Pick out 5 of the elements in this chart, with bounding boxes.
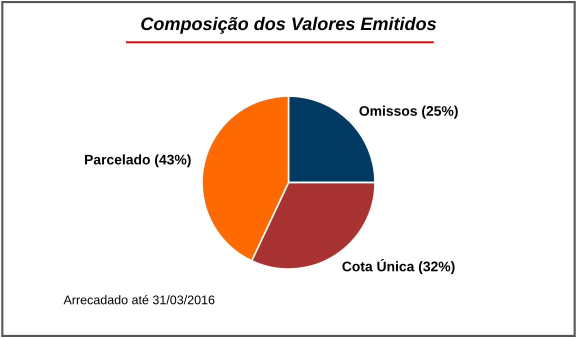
text: Arrecadado até 31/03/2016 [63,294,214,304]
slice-label: Cota Única (32%) [342,258,455,274]
chart-title: Composição dos Valores Emitidos [141,16,436,34]
slice-label: Parcelado (43%) [85,154,191,168]
slice-label: Omissos (25%) [359,106,458,119]
